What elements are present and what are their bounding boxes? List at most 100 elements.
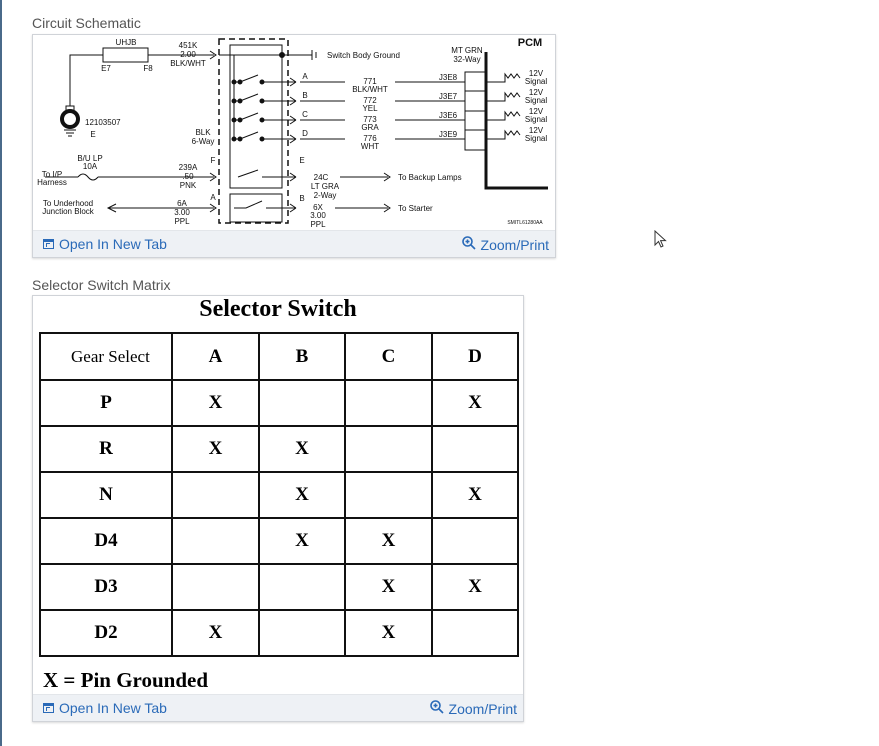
mouse-cursor-icon (654, 230, 667, 248)
f8-label: F8 (143, 64, 153, 73)
wire-number: 772 (363, 96, 377, 105)
open-label: Open In New Tab (59, 700, 167, 716)
wire-239a: 239A (179, 163, 198, 172)
pin-label: C (302, 110, 308, 119)
six-way-label: 6-Way (192, 137, 215, 146)
circuit-schematic-image[interactable]: UHJB E7 F8 12103507 E 451K 2.00 BLK/WHT … (33, 35, 555, 231)
two-way-label: 2-Way (314, 191, 337, 200)
junction-dot (237, 117, 243, 123)
wire-24c-color: LT GRA (311, 182, 340, 191)
matrix-caption: Selector Switch Matrix (32, 277, 171, 293)
pcm-pin: J3E7 (439, 92, 458, 101)
wire-6x-size: 3.00 (310, 211, 326, 220)
matrix-legend: X = Pin Grounded (43, 668, 209, 692)
zoom-print-link[interactable]: Zoom/Print (429, 700, 517, 717)
pin-cell (171, 563, 260, 611)
starter-label: To Starter (398, 204, 433, 213)
header-gear-select: Gear Select (39, 332, 173, 381)
header-pin-c: C (344, 332, 433, 381)
table-row: D4 X X (39, 517, 519, 565)
selector-switch-table: Gear Select A B C D P X X R X X N X X D4 X X D3 X X D2 X X (39, 332, 519, 657)
pcm-label: PCM (518, 37, 542, 49)
junction-dot (231, 136, 237, 142)
pin-cell (431, 425, 519, 473)
zoom-label: Zoom/Print (480, 236, 549, 253)
ip-label: To I/P (42, 170, 62, 179)
pin-cell: X (431, 379, 519, 427)
part-number: 12103507 (85, 118, 121, 127)
underhood-label: To Underhood (43, 199, 93, 208)
wire-6x-color: PPL (310, 220, 326, 229)
pin-cell (258, 379, 346, 427)
gear-cell: D4 (39, 517, 173, 565)
pin-cell (431, 609, 519, 657)
pin-cell: X (171, 379, 260, 427)
zoom-label: Zoom/Print (448, 700, 517, 717)
e-label: E (90, 130, 95, 139)
junction-dot (237, 136, 243, 142)
wire-number: 771 (363, 77, 377, 86)
wire-number: 776 (363, 134, 377, 143)
pin-label: D (302, 129, 308, 138)
pin-label: B (302, 91, 307, 100)
signal-label: Signal (525, 77, 547, 86)
open-in-new-tab-link[interactable]: Open In New Tab (43, 700, 167, 716)
window-edge (0, 0, 2, 746)
wire-6a-size: 3.00 (174, 208, 190, 217)
wire-color: BLK/WHT (352, 85, 388, 94)
fuse-label: B/U LP (77, 154, 102, 163)
pin-e: E (299, 156, 304, 165)
wire-color: WHT (361, 142, 379, 151)
table-row: D3 X X (39, 563, 519, 611)
junction-dot (259, 136, 265, 142)
fuse-rating: 10A (83, 162, 98, 171)
pin-cell (431, 517, 519, 565)
signal-voltage: 12V (529, 107, 544, 116)
wire-451k: 451K (179, 41, 198, 50)
pin-label: A (302, 72, 308, 81)
junction-dot (231, 117, 237, 123)
pin-cell: X (171, 609, 260, 657)
uhjb-label: UHJB (116, 38, 137, 47)
pin-cell: X (171, 425, 260, 473)
gear-cell: P (39, 379, 173, 427)
new-tab-icon (43, 239, 54, 249)
wire-451k-color: BLK/WHT (170, 59, 206, 68)
wire-color: YEL (362, 104, 378, 113)
wire-239a-color: PNK (180, 181, 197, 190)
pin-cell (344, 425, 433, 473)
schematic-footer: Open In New Tab Zoom/Print (33, 230, 555, 257)
header-pin-a: A (171, 332, 260, 381)
ground-icon (64, 129, 76, 137)
wire-6a: 6A (177, 199, 187, 208)
underhood-label-2: Junction Block (42, 207, 95, 216)
pin-cell (258, 609, 346, 657)
new-tab-icon (43, 703, 54, 713)
pin-cell: X (344, 609, 433, 657)
signal-label: Signal (525, 96, 547, 105)
signal-label: Signal (525, 134, 547, 143)
zoom-print-link[interactable]: Zoom/Print (461, 236, 549, 253)
pin-cell (171, 517, 260, 565)
junction-dot (237, 98, 243, 104)
signal-label: Signal (525, 115, 547, 124)
signal-voltage: 12V (529, 126, 544, 135)
matrix-title: Selector Switch (199, 296, 357, 322)
gear-cell: N (39, 471, 173, 519)
matrix-footer: Open In New Tab Zoom/Print (33, 694, 523, 721)
pin-a2: A (210, 193, 216, 202)
pin-cell: X (344, 517, 433, 565)
zoom-in-icon (429, 700, 444, 717)
pin-cell: X (344, 563, 433, 611)
pin-cell (344, 379, 433, 427)
open-in-new-tab-link[interactable]: Open In New Tab (43, 236, 167, 252)
connector-icon (60, 109, 80, 129)
pin-cell (344, 471, 433, 519)
table-header-row: Gear Select A B C D (39, 332, 519, 381)
way32-label: 32-Way (453, 55, 480, 64)
diagram-code: SMITL61280AA (507, 220, 543, 226)
pcm-pin: J3E9 (439, 130, 458, 139)
wire-6a-color: PPL (174, 217, 190, 226)
zoom-in-icon (461, 236, 476, 253)
signal-voltage: 12V (529, 69, 544, 78)
